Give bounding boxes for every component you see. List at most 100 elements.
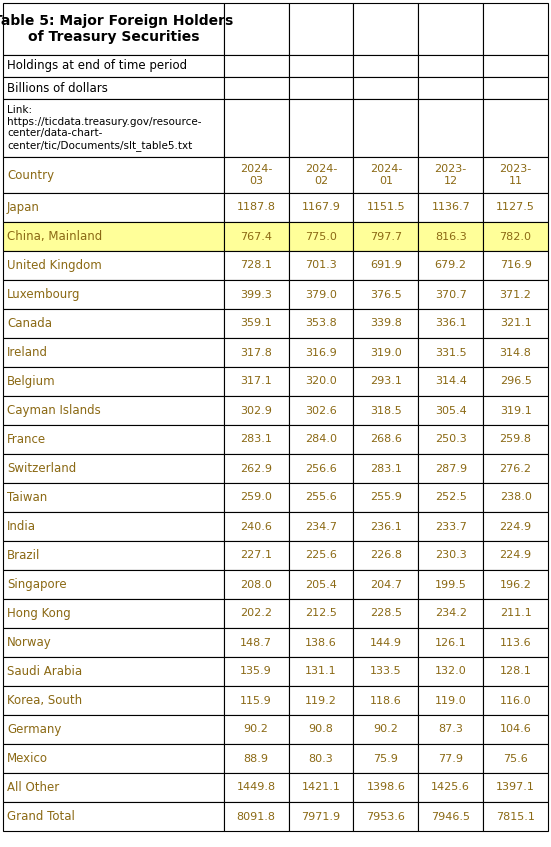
Bar: [483, 77, 548, 99]
Bar: [3, 338, 224, 367]
Text: 104.6: 104.6: [500, 724, 532, 734]
Text: Taiwan: Taiwan: [7, 491, 47, 504]
Text: 128.1: 128.1: [500, 667, 532, 677]
Bar: [418, 512, 483, 541]
Bar: [224, 157, 289, 193]
Bar: [3, 193, 224, 222]
Text: 132.0: 132.0: [435, 667, 467, 677]
Bar: [483, 222, 548, 251]
Bar: [483, 280, 548, 309]
Text: 797.7: 797.7: [370, 231, 402, 241]
Bar: [289, 157, 353, 193]
Bar: [289, 512, 353, 541]
Bar: [353, 309, 418, 338]
Bar: [353, 483, 418, 512]
Text: Table 5: Major Foreign Holders
of Treasury Securities: Table 5: Major Foreign Holders of Treasu…: [0, 14, 234, 44]
Text: 2023-
11: 2023- 11: [499, 164, 532, 185]
Bar: [483, 396, 548, 425]
Text: 379.0: 379.0: [305, 290, 337, 300]
Text: 119.0: 119.0: [435, 695, 467, 706]
Bar: [3, 222, 224, 251]
Bar: [224, 715, 289, 744]
Bar: [418, 396, 483, 425]
Bar: [353, 367, 418, 396]
Bar: [3, 512, 224, 541]
Bar: [483, 3, 548, 55]
Bar: [289, 570, 353, 599]
Text: 701.3: 701.3: [305, 261, 337, 270]
Text: 234.2: 234.2: [435, 608, 467, 618]
Bar: [353, 55, 418, 77]
Text: 305.4: 305.4: [435, 406, 467, 416]
Bar: [353, 454, 418, 483]
Text: 148.7: 148.7: [240, 638, 272, 647]
Text: United Kingdom: United Kingdom: [7, 259, 102, 272]
Bar: [353, 541, 418, 570]
Text: Link:
https://ticdata.treasury.gov/resource-
center/data-chart-
center/tic/Docum: Link: https://ticdata.treasury.gov/resou…: [7, 105, 202, 151]
Text: 240.6: 240.6: [240, 522, 272, 532]
Bar: [224, 251, 289, 280]
Text: 8091.8: 8091.8: [236, 811, 276, 822]
Text: 321.1: 321.1: [500, 318, 532, 329]
Bar: [224, 77, 289, 99]
Bar: [353, 570, 418, 599]
Bar: [3, 55, 224, 77]
Bar: [224, 454, 289, 483]
Text: India: India: [7, 520, 36, 533]
Bar: [353, 99, 418, 157]
Bar: [3, 77, 224, 99]
Text: 317.8: 317.8: [240, 347, 272, 357]
Bar: [483, 338, 548, 367]
Text: Norway: Norway: [7, 636, 52, 649]
Text: 115.9: 115.9: [240, 695, 272, 706]
Bar: [289, 99, 353, 157]
Bar: [224, 657, 289, 686]
Bar: [418, 3, 483, 55]
Text: 230.3: 230.3: [435, 551, 467, 561]
Text: Saudi Arabia: Saudi Arabia: [7, 665, 82, 678]
Text: Germany: Germany: [7, 723, 61, 736]
Text: 75.6: 75.6: [503, 754, 528, 763]
Text: 782.0: 782.0: [500, 231, 532, 241]
Bar: [418, 541, 483, 570]
Text: 87.3: 87.3: [438, 724, 463, 734]
Bar: [483, 99, 548, 157]
Text: 204.7: 204.7: [370, 579, 402, 590]
Text: 268.6: 268.6: [370, 435, 402, 445]
Text: 255.6: 255.6: [305, 492, 337, 502]
Text: 1127.5: 1127.5: [496, 202, 535, 213]
Text: 370.7: 370.7: [435, 290, 467, 300]
Text: 226.8: 226.8: [370, 551, 402, 561]
Text: 276.2: 276.2: [500, 463, 532, 473]
Bar: [224, 599, 289, 628]
Text: Billions of dollars: Billions of dollars: [7, 81, 108, 95]
Bar: [483, 512, 548, 541]
Bar: [224, 744, 289, 773]
Bar: [353, 773, 418, 802]
Text: 7946.5: 7946.5: [431, 811, 470, 822]
Text: Belgium: Belgium: [7, 375, 56, 388]
Bar: [289, 715, 353, 744]
Text: France: France: [7, 433, 46, 446]
Text: 296.5: 296.5: [500, 377, 532, 386]
Bar: [289, 628, 353, 657]
Text: 77.9: 77.9: [438, 754, 463, 763]
Text: 339.8: 339.8: [370, 318, 402, 329]
Bar: [353, 396, 418, 425]
Bar: [289, 744, 353, 773]
Bar: [3, 628, 224, 657]
Text: 119.2: 119.2: [305, 695, 337, 706]
Text: 262.9: 262.9: [240, 463, 272, 473]
Text: Ireland: Ireland: [7, 346, 48, 359]
Text: 1136.7: 1136.7: [431, 202, 470, 213]
Text: 228.5: 228.5: [370, 608, 402, 618]
Text: 302.9: 302.9: [240, 406, 272, 416]
Bar: [3, 599, 224, 628]
Bar: [418, 77, 483, 99]
Bar: [3, 251, 224, 280]
Text: 2024-
02: 2024- 02: [305, 164, 337, 185]
Bar: [483, 744, 548, 773]
Bar: [289, 77, 353, 99]
Bar: [483, 657, 548, 686]
Bar: [418, 483, 483, 512]
